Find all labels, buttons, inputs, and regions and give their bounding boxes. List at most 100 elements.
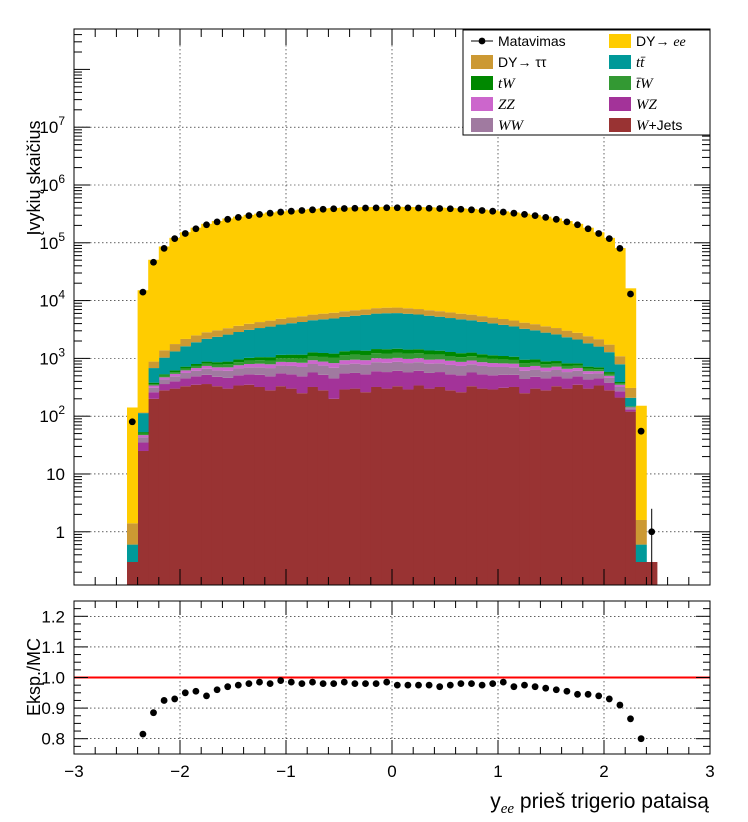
- ratio-point: [436, 683, 444, 691]
- bar: [307, 372, 319, 387]
- bar: [529, 214, 541, 325]
- bar: [625, 411, 637, 585]
- bar: [360, 374, 372, 393]
- bar: [381, 349, 393, 354]
- bar: [561, 368, 573, 373]
- bar: [498, 359, 509, 364]
- bar: [551, 376, 562, 387]
- bar: [392, 307, 403, 314]
- bar: [169, 351, 181, 371]
- bar: [604, 375, 615, 378]
- bar: [402, 353, 414, 359]
- x-tick-label: 1: [493, 762, 502, 781]
- bar: [222, 377, 234, 389]
- legend: Matavimas DY→ ee DY→ ττ tt̄ tW t̄W ZZ WZ WW W+Jet…: [462, 29, 711, 136]
- bar: [286, 365, 297, 375]
- bar: [286, 354, 297, 359]
- bar: [158, 379, 170, 385]
- ratio-point: [213, 686, 221, 694]
- bar: [201, 361, 213, 364]
- bar: [402, 372, 414, 390]
- bar: [551, 328, 562, 335]
- bar: [508, 356, 520, 360]
- bar: [201, 338, 213, 362]
- bar: [201, 223, 213, 333]
- data-point: [637, 427, 645, 435]
- data-point: [266, 209, 274, 217]
- bar: [529, 388, 541, 585]
- bar: [137, 437, 149, 443]
- bar: [445, 390, 456, 585]
- bar: [508, 374, 520, 387]
- bar: [466, 352, 478, 357]
- bar: [423, 207, 435, 311]
- data-point: [404, 204, 412, 212]
- bar: [614, 391, 626, 398]
- bar: [519, 370, 531, 379]
- bar: [635, 405, 647, 520]
- ratio-point: [372, 680, 380, 688]
- series-tW: [137, 348, 637, 434]
- bar: [487, 389, 499, 585]
- ratio-point: [574, 690, 581, 698]
- bar: [370, 313, 382, 350]
- bar: [296, 362, 308, 367]
- bar: [370, 386, 382, 585]
- bar: [180, 232, 191, 339]
- bar: [190, 227, 202, 336]
- bar: [572, 332, 584, 340]
- bar: [519, 322, 531, 329]
- bar: [339, 351, 350, 356]
- data-point: [478, 207, 486, 214]
- series-ZZ: [137, 357, 637, 438]
- bar: [582, 343, 594, 367]
- bar: [328, 398, 340, 585]
- x-tick-label: −1: [276, 762, 295, 781]
- bar: [296, 354, 308, 359]
- bar: [254, 367, 266, 375]
- series-DY→ ee: [127, 206, 647, 524]
- legend-label: WZ: [636, 97, 657, 113]
- bar: [561, 365, 573, 369]
- bar: [529, 359, 541, 363]
- bar: [561, 337, 573, 364]
- bar: [604, 344, 615, 353]
- bar: [148, 385, 160, 388]
- bar: [413, 314, 425, 350]
- bar: [243, 329, 255, 358]
- bar: [508, 367, 520, 375]
- bar: [402, 313, 414, 350]
- bar: [540, 361, 552, 365]
- bar: [614, 382, 626, 384]
- bar: [572, 365, 584, 369]
- bar: [476, 354, 488, 358]
- bar: [360, 309, 372, 315]
- bar: [254, 363, 266, 368]
- bar: [423, 310, 435, 316]
- bar: [466, 364, 478, 373]
- bar: [211, 221, 223, 331]
- bar: [307, 355, 319, 361]
- bar: [317, 390, 329, 585]
- bar: [137, 450, 149, 585]
- bar: [180, 368, 191, 371]
- ratio-point: [595, 692, 603, 700]
- bar: [233, 385, 244, 585]
- bar: [286, 362, 297, 366]
- bar: [339, 311, 350, 317]
- bar: [180, 338, 191, 347]
- bar: [296, 393, 308, 585]
- data-point: [393, 204, 401, 212]
- bar: [222, 328, 234, 335]
- bar: [169, 344, 181, 352]
- bar: [519, 363, 531, 367]
- ratio-point: [425, 681, 433, 689]
- bar: [466, 372, 478, 387]
- bar: [275, 361, 287, 366]
- bar: [487, 210, 499, 318]
- bar: [455, 313, 467, 320]
- legend-entry: WZ: [609, 97, 657, 113]
- series-WW: [137, 361, 637, 443]
- series-DY→ ττ: [127, 307, 647, 545]
- bar: [180, 378, 191, 387]
